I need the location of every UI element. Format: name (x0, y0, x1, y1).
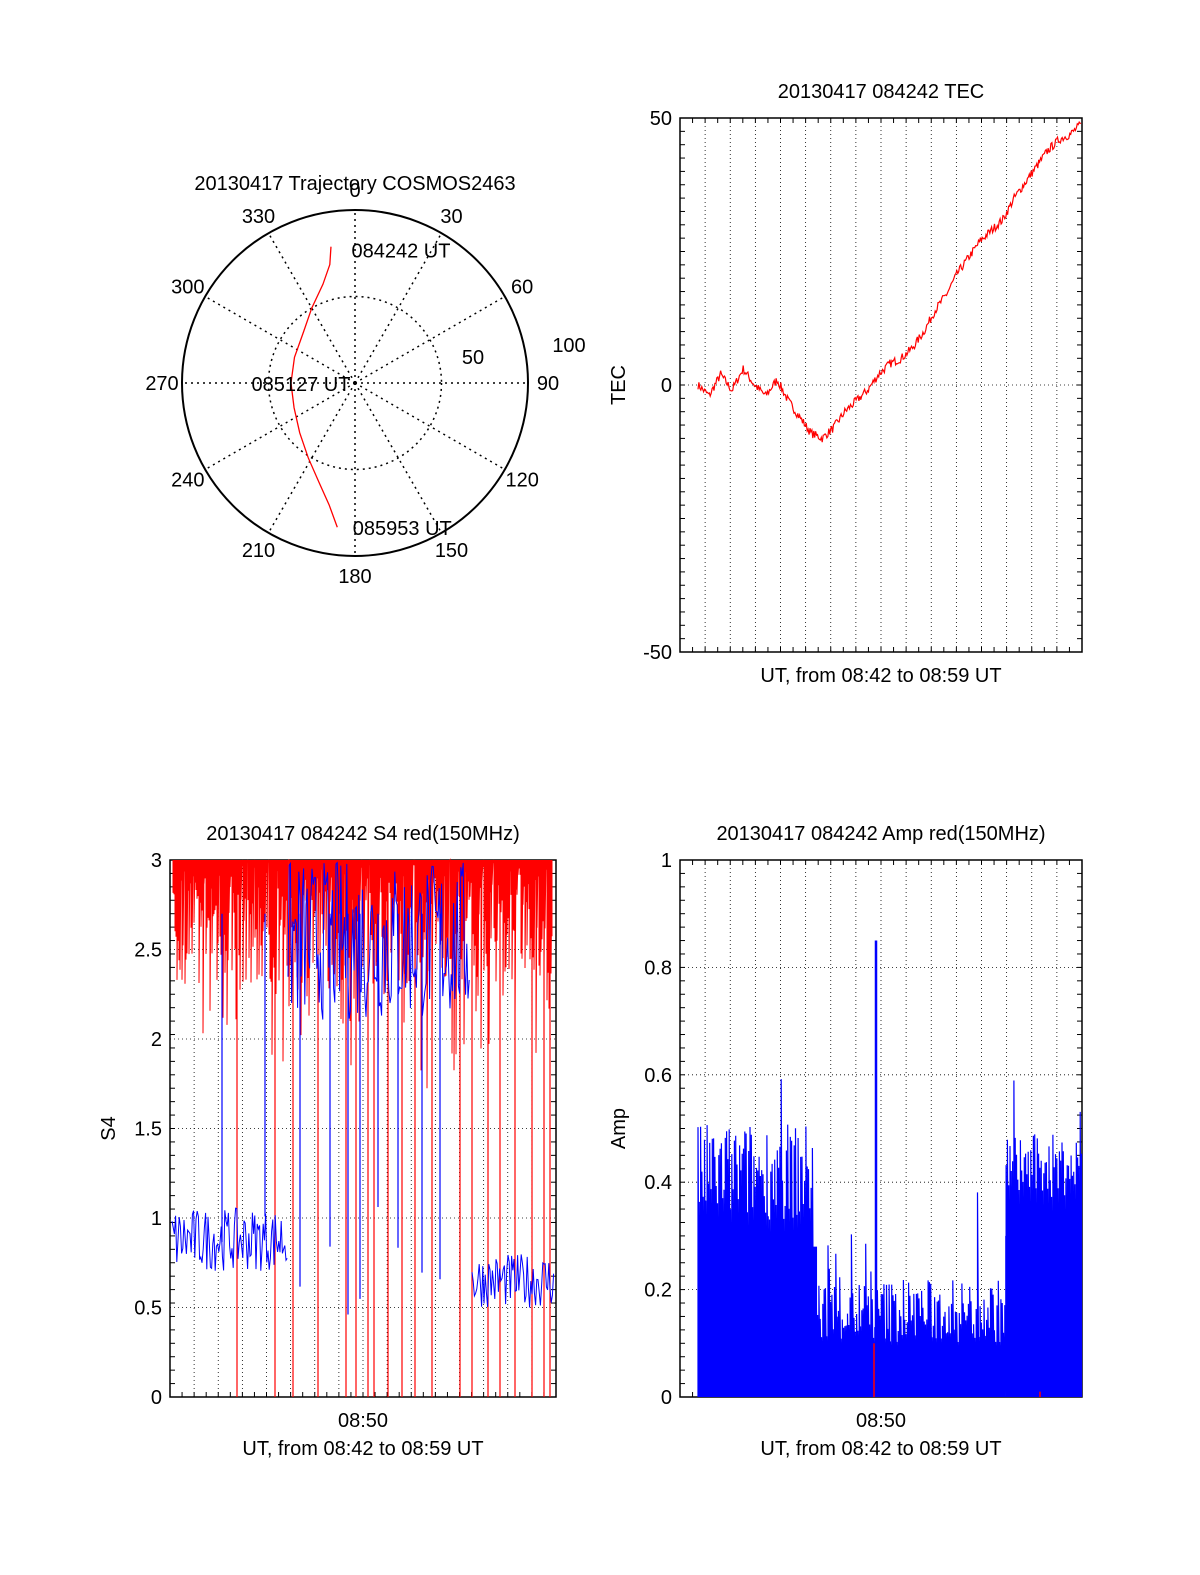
polar-spoke-150 (354, 382, 443, 534)
panel2-ytick-2: 50 (650, 108, 672, 130)
panel3-xlabel: UT, from 08:42 to 08:59 UT (242, 1438, 483, 1460)
amp-blue-fill-mid (817, 1354, 1006, 1397)
panel2-ylabel: TEC (608, 365, 630, 405)
polar-angle-label-150: 150 (435, 540, 468, 562)
tec-series-line (697, 120, 1082, 443)
panel4-ytick-1: 0.2 (644, 1280, 672, 1302)
panel3-ytick-0: 0 (151, 1387, 162, 1409)
panel3-ytick-4: 2 (151, 1029, 162, 1051)
polar-spoke-300 (204, 295, 356, 384)
polar-radius-label-50: 50 (462, 347, 484, 369)
polar-trajectory-line (290, 246, 338, 528)
panel2-ytick-1: 0 (661, 375, 672, 397)
polar-outer-ring (181, 209, 529, 557)
panel4-xlabel: UT, from 08:42 to 08:59 UT (760, 1438, 1001, 1460)
polar-angle-label-90: 90 (537, 373, 559, 395)
polar-annotation-2: 085953 UT (353, 518, 452, 540)
panel4-xtick-0: 08:50 (856, 1410, 906, 1432)
panel3-ytick-2: 1 (151, 1208, 162, 1230)
polar-spoke-60 (354, 295, 506, 384)
panel3-ylabel: S4 (98, 1116, 120, 1140)
polar-spoke-30 (354, 232, 443, 384)
polar-annotation-0: 084242 UT (351, 241, 450, 263)
panel2-ytick-0: -50 (643, 642, 672, 664)
s4-blue-seg1 (171, 1207, 288, 1271)
polar-spoke-120 (354, 382, 506, 471)
panel4-ytick-0: 0 (661, 1387, 672, 1409)
s4-series-group (171, 858, 555, 1397)
panel4-title: 20130417 084242 Amp red(150MHz) (716, 823, 1045, 845)
polar-angle-label-180: 180 (338, 566, 371, 588)
polar-angle-label-210: 210 (242, 540, 275, 562)
panel4-ytick-2: 0.4 (644, 1172, 672, 1194)
polar-annotation-1: 085127 UT (252, 374, 351, 396)
panel2-xlabel: UT, from 08:42 to 08:59 UT (760, 665, 1001, 687)
polar-spoke-210 (267, 382, 356, 534)
panel3-xtick-0: 08:50 (338, 1410, 388, 1432)
panel3-ytick-1: 0.5 (134, 1298, 162, 1320)
panel4-ylabel: Amp (608, 1108, 630, 1149)
polar-inner-ring (267, 295, 443, 471)
amp-series-group (697, 940, 1083, 1398)
panel4-ytick-4: 0.8 (644, 957, 672, 979)
amp-blue-fill-left (698, 1246, 818, 1397)
panel3-title: 20130417 084242 S4 red(150MHz) (206, 823, 520, 845)
polar-angle-label-120: 120 (505, 470, 538, 492)
polar-angle-label-330: 330 (242, 206, 275, 228)
panel3-ytick-6: 3 (151, 850, 162, 872)
amp-blue-fill-right (1005, 1235, 1082, 1397)
s4-blue-seg3 (471, 1254, 555, 1308)
polar-angle-label-270: 270 (145, 373, 178, 395)
polar-angle-label-30: 30 (440, 206, 462, 228)
polar-title: 20130417 Trajectory COSMOS2463 (194, 173, 515, 195)
panel4-ytick-5: 1 (661, 850, 672, 872)
polar-spoke-330 (267, 232, 356, 384)
panel3-ytick-5: 2.5 (134, 940, 162, 962)
polar-spoke-240 (204, 382, 356, 471)
polar-angle-label-300: 300 (171, 277, 204, 299)
panel3-ytick-3: 1.5 (134, 1119, 162, 1141)
panel4-ytick-3: 0.6 (644, 1065, 672, 1087)
panel2-title: 20130417 084242 TEC (778, 81, 984, 103)
polar-radius-label-100: 100 (552, 335, 585, 357)
polar-angle-label-0: 0 (349, 180, 360, 202)
polar-angle-label-240: 240 (171, 470, 204, 492)
polar-angle-label-60: 60 (511, 277, 533, 299)
